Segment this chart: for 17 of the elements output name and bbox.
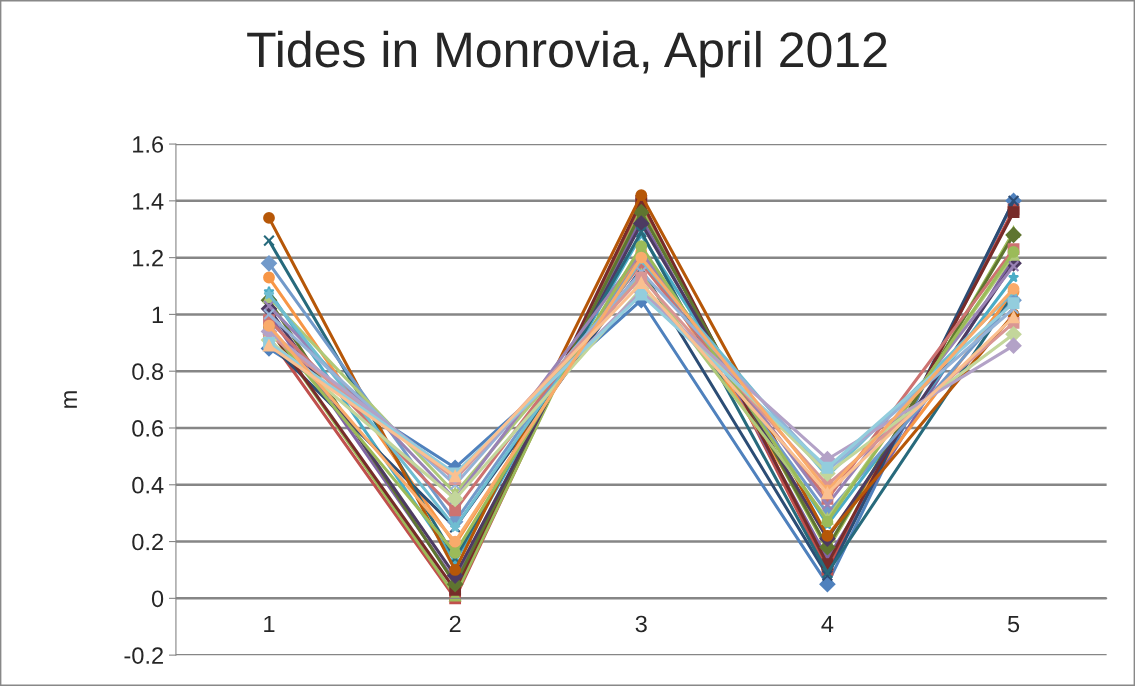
x-tick-label: 5 <box>1007 615 1020 633</box>
x-tick-label: 3 <box>635 615 647 633</box>
y-tick-label: 0 <box>151 590 164 608</box>
x-tick-label: 4 <box>821 615 834 633</box>
y-tick-label: 0.8 <box>132 363 164 380</box>
y-axis-title: m <box>64 391 77 408</box>
y-tick-label: 1.2 <box>133 249 163 267</box>
y-tick-label: 1 <box>152 306 163 323</box>
y-tick-label: 0.6 <box>132 420 164 437</box>
x-tick-label: 1 <box>264 615 275 633</box>
y-tick-label: 1.4 <box>133 193 164 210</box>
y-tick-label: 1.6 <box>133 136 164 153</box>
chart-title: Tides in Monrovia, April 2012 <box>247 30 887 78</box>
x-tick-label: 2 <box>449 615 461 633</box>
y-tick-label: 0.4 <box>132 476 164 494</box>
y-tick-label: -0.2 <box>124 647 163 664</box>
y-tick-label: 0.2 <box>132 533 163 551</box>
